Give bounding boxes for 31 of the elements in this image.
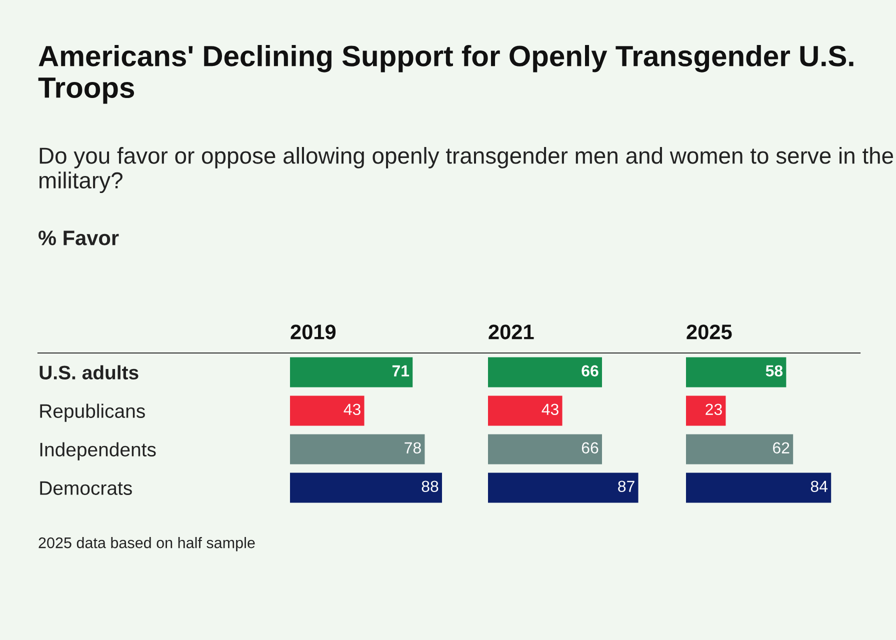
data-label: 66 — [582, 442, 598, 454]
y-tick-label: Republicans — [40, 404, 145, 422]
bar — [290, 396, 364, 426]
data-label: 71 — [392, 365, 410, 376]
data-label: 43 — [542, 404, 558, 416]
data-label: 58 — [766, 365, 783, 377]
y-tick-label: U.S. adults — [40, 365, 138, 380]
data-label: 88 — [422, 480, 438, 492]
y-tick-label: Democrats — [40, 481, 132, 495]
bar — [290, 434, 425, 464]
bar — [290, 472, 442, 503]
data-label: 66 — [582, 365, 598, 377]
data-label: 43 — [344, 404, 360, 416]
bar — [686, 357, 786, 388]
text: % Favor — [38, 230, 119, 246]
text: 2025 data based on half sample — [38, 537, 255, 552]
chart-title: Americans' Declining Support for Openly Transgender U.S. Troops — [38, 45, 854, 104]
bar — [290, 357, 413, 388]
data-label: 23 — [706, 404, 722, 416]
y-tick-label: Independents — [40, 442, 156, 460]
data-label: 62 — [773, 442, 790, 454]
bar — [686, 472, 832, 503]
bar — [686, 396, 726, 426]
data-label: 84 — [810, 480, 828, 492]
chart-subtitle: Do you favor or oppose allowing openly transgender men and women to serve in the military? — [40, 147, 894, 194]
data-label: 78 — [404, 442, 421, 454]
x-axis-title: 2019 — [290, 324, 336, 340]
data-label: 87 — [618, 480, 634, 492]
x-axis-title: 2021 — [488, 324, 534, 340]
bar — [686, 434, 794, 464]
x-axis-title: 2025 — [686, 324, 732, 340]
